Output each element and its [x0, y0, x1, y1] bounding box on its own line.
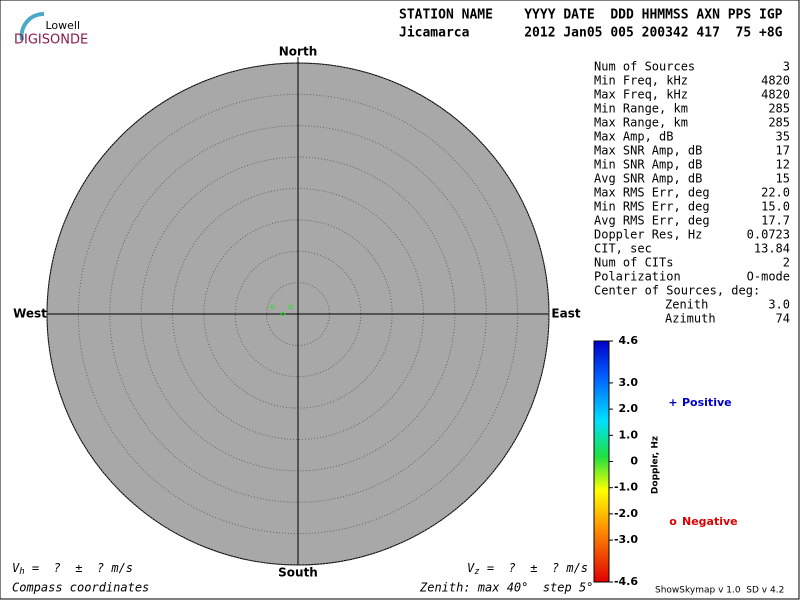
colorbar-tick-label: -4.6	[614, 575, 638, 588]
legend-label: Positive	[682, 396, 732, 409]
south-label: South	[278, 566, 318, 580]
colorbar	[593, 340, 610, 583]
source-plus	[269, 304, 275, 310]
stat-value: 22.0	[761, 186, 790, 200]
header-columns: STATION NAME YYYY DATE DDD HHMMSS AXN PP…	[399, 8, 783, 23]
colorbar-tick-label: -3.0	[614, 533, 638, 546]
vh-sub: h	[19, 567, 24, 577]
stat-label: Min RMS Err, deg	[594, 200, 710, 214]
stat-value: 35	[776, 130, 790, 144]
header-values: Jicamarca 2012 Jan05 005 200342 417 75 +…	[399, 26, 783, 41]
center-value: 74	[776, 312, 790, 326]
colorbar-tick-label: 4.6	[619, 334, 639, 347]
colorbar-tick-label: 2.0	[619, 402, 639, 415]
legend-symbol: o	[669, 515, 677, 528]
stat-label: Avg RMS Err, deg	[594, 214, 710, 228]
stat-label: Min SNR Amp, dB	[594, 158, 702, 172]
stat-value: 4820	[761, 74, 790, 88]
zenith-label: Zenith: max 40° step 5°	[419, 581, 593, 595]
stat-value: 13.84	[754, 242, 790, 256]
east-label: East	[551, 307, 580, 321]
stat-label: Avg SNR Amp, dB	[594, 172, 702, 186]
colorbar-tick-label: -1.0	[614, 481, 638, 494]
logo-top: Lowell	[45, 19, 80, 32]
stat-value: 4820	[761, 88, 790, 102]
source-circle	[280, 311, 286, 317]
stat-value: 12	[776, 158, 790, 172]
logo-swoosh	[19, 11, 45, 41]
vz-label: Vz = ? ± ? m/s	[467, 561, 588, 577]
stat-label: Num of Sources	[594, 60, 695, 74]
stat-label: Doppler Res, Hz	[594, 228, 702, 242]
source-circle	[288, 304, 294, 310]
stat-label: Max Range, km	[594, 116, 688, 130]
stat-value: 17	[776, 144, 790, 158]
version-label: ShowSkymap v 1.0 SD v 4.2	[655, 586, 784, 596]
stat-value: 15	[776, 172, 790, 186]
west-label: West	[13, 307, 47, 321]
colorbar-tick-label: 1.0	[619, 428, 639, 441]
stat-label: Max Freq, kHz	[594, 88, 688, 102]
stat-value: 2	[783, 256, 790, 270]
vz-symbol: V	[467, 561, 475, 575]
stat-value: 3	[783, 60, 790, 74]
stat-value: O-mode	[747, 270, 790, 284]
stat-value: 0.0723	[747, 228, 790, 242]
stat-value: 285	[768, 102, 790, 116]
legend-label: Negative	[682, 515, 738, 528]
center-label: Zenith	[665, 298, 708, 312]
stat-label: Max RMS Err, deg	[594, 186, 710, 200]
stat-label: Num of CITs	[594, 256, 673, 270]
stat-value: 17.7	[761, 214, 790, 228]
center-label: Azimuth	[665, 312, 716, 326]
stat-value: 15.0	[761, 200, 790, 214]
vz-text: = ? ± ? m/s	[480, 561, 588, 575]
colorbar-tick-label: 3.0	[619, 376, 639, 389]
stat-label: Min Freq, kHz	[594, 74, 688, 88]
colorbar-tick-label: 0	[630, 455, 638, 468]
stat-label: Max SNR Amp, dB	[594, 144, 702, 158]
stat-label: Min Range, km	[594, 102, 688, 116]
coords-label: Compass coordinates	[12, 581, 149, 595]
stat-value: 285	[768, 116, 790, 130]
center-value: 3.0	[768, 298, 790, 312]
north-label: North	[279, 45, 317, 59]
vh-label: Vh = ? ± ? m/s	[12, 561, 133, 577]
stat-label: Max Amp, dB	[594, 130, 673, 144]
vz-sub: z	[474, 567, 479, 577]
colorbar-tick-label: -2.0	[614, 507, 638, 520]
legend-symbol: +	[668, 396, 677, 409]
logo-bottom: DIGISONDE	[14, 33, 88, 48]
vh-symbol: V	[12, 561, 20, 575]
vh-text: = ? ± ? m/s	[25, 561, 133, 575]
stat-label: Polarization	[594, 270, 681, 284]
center-title: Center of Sources, deg:	[594, 284, 760, 298]
stat-label: CIT, sec	[594, 242, 652, 256]
colorbar-title: Doppler, Hz	[651, 436, 661, 494]
